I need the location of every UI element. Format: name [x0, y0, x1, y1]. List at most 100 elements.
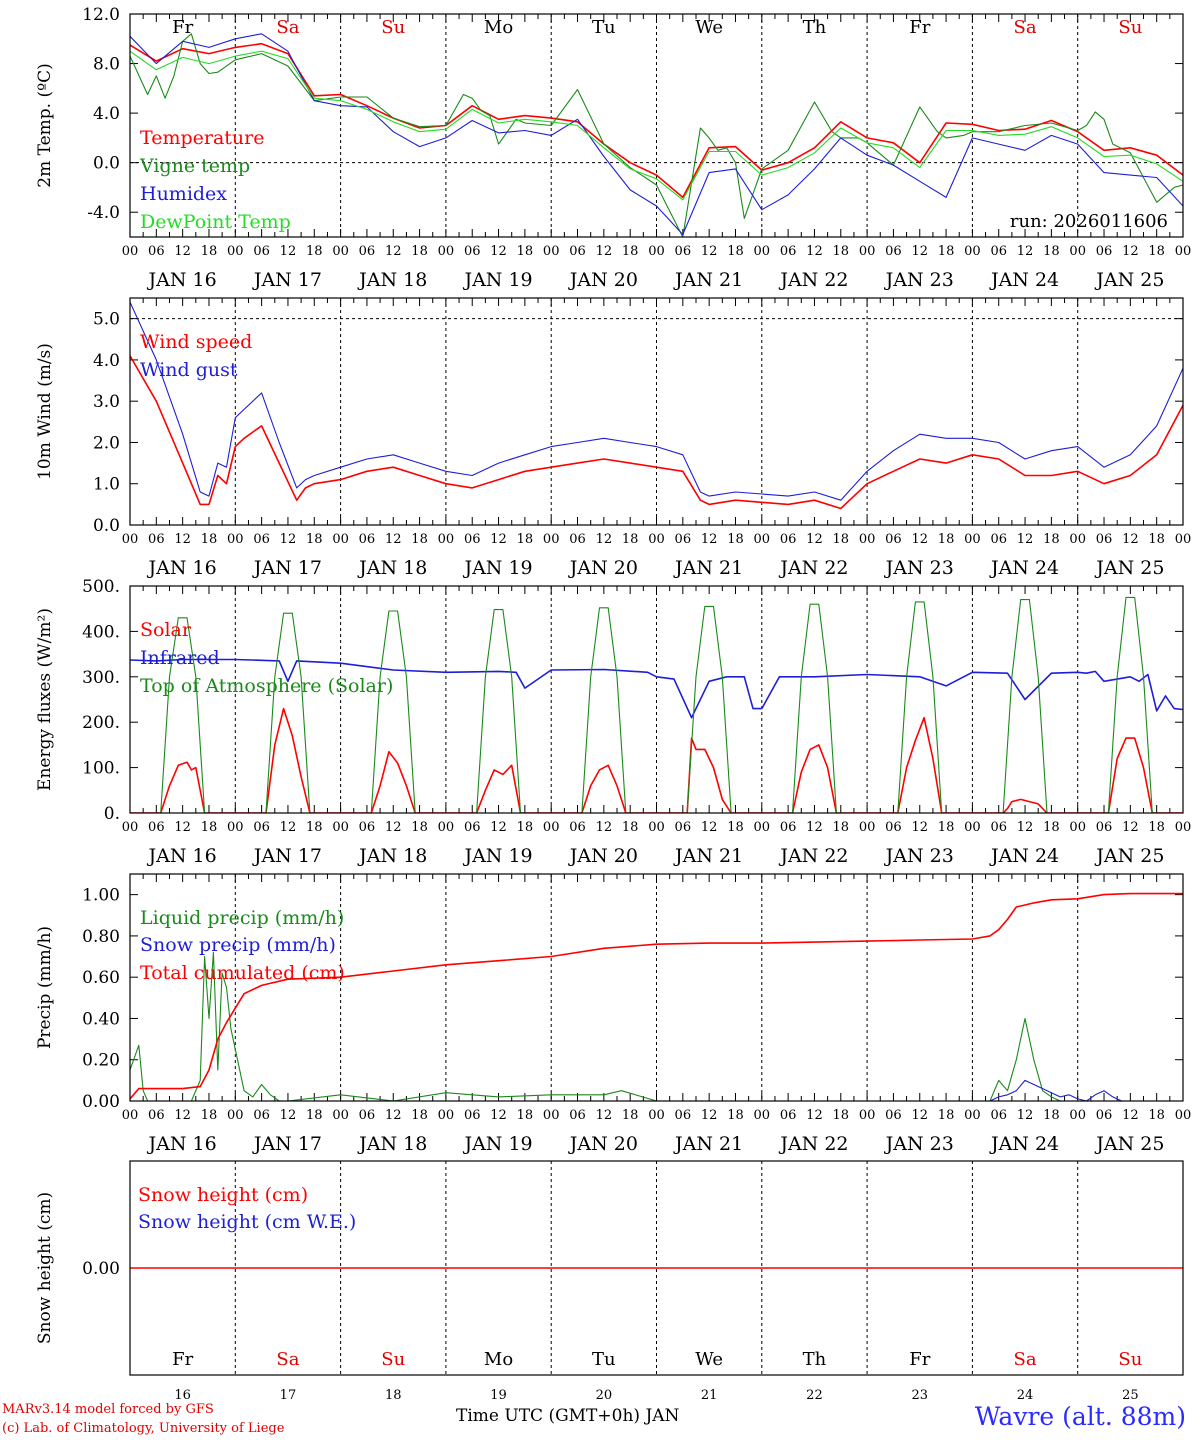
energy-hour-label: 18 [1043, 820, 1060, 835]
wind-panel [129, 297, 1184, 526]
snow-weekday-label: Mo [484, 1349, 513, 1370]
wind-hour-label: 06 [148, 532, 165, 547]
wind-hour-label: 18 [938, 532, 955, 547]
precip-hour-label: 12 [1017, 1108, 1034, 1123]
precip-hour-label: 12 [701, 1108, 718, 1123]
wind-ylabel: 10m Wind (m/s) [35, 343, 55, 480]
energy-series-infrared [130, 658, 1183, 719]
energy-hour-label: 18 [411, 820, 428, 835]
wind-date-label: JAN 19 [462, 557, 532, 579]
precip-hour-label: 18 [622, 1108, 639, 1123]
day-number-label: 18 [385, 1388, 402, 1403]
wind-frame [129, 297, 1184, 526]
temp-date-label: JAN 17 [252, 269, 322, 291]
energy-ytick-label: 500. [82, 577, 120, 597]
precip-hour-label: 00 [648, 1108, 665, 1123]
wind-ytick-label: 2.0 [93, 433, 120, 453]
temp-date-label: JAN 22 [778, 269, 848, 291]
snow-weekday-label: Tu [592, 1349, 616, 1370]
weekday-label: Su [381, 17, 405, 38]
energy-hour-label: 06 [148, 820, 165, 835]
weekday-label: Fr [909, 17, 930, 38]
wind-hour-label: 12 [701, 532, 718, 547]
wind-hour-label: 00 [1175, 532, 1192, 547]
precip-hour-label: 06 [780, 1108, 797, 1123]
wind-legend-entry: Wind speed [140, 331, 252, 353]
temp-ylabel: 2m Temp. (ºC) [35, 63, 55, 188]
energy-date-label: JAN 20 [568, 845, 638, 867]
wind-hour-label: 18 [201, 532, 218, 547]
temp-hour-label: 18 [411, 244, 428, 259]
energy-hour-label: 12 [1017, 820, 1034, 835]
energy-ytick-label: 0. [104, 804, 120, 824]
temp-hour-label: 12 [490, 244, 507, 259]
precip-date-label: JAN 22 [778, 1133, 848, 1155]
temp-hour-label: 00 [1175, 244, 1192, 259]
precip-date-label: JAN 24 [989, 1133, 1059, 1155]
wind-hour-label: 00 [859, 532, 876, 547]
temp-hour-label: 00 [648, 244, 665, 259]
weekday-label: Su [1118, 17, 1142, 38]
energy-hour-label: 18 [1148, 820, 1165, 835]
temp-ytick-label: 0.0 [93, 154, 120, 174]
wind-hour-label: 18 [1148, 532, 1165, 547]
wind-hour-label: 18 [622, 532, 639, 547]
precip-hour-label: 12 [1122, 1108, 1139, 1123]
station-name: Wavre (alt. 88m) [974, 1402, 1186, 1431]
precip-ytick-label: 0.40 [82, 1009, 120, 1029]
wind-hour-label: 06 [990, 532, 1007, 547]
energy-hour-label: 12 [385, 820, 402, 835]
wind-ytick-label: 4.0 [93, 351, 120, 371]
credit-line-2: (c) Lab. of Climatology, University of L… [2, 1421, 285, 1436]
precip-hour-label: 00 [543, 1108, 560, 1123]
precip-hour-label: 18 [201, 1108, 218, 1123]
energy-hour-label: 18 [306, 820, 323, 835]
energy-date-label: JAN 18 [357, 845, 427, 867]
precip-hour-label: 12 [490, 1108, 507, 1123]
energy-hour-label: 12 [280, 820, 297, 835]
precip-hour-label: 18 [1043, 1108, 1060, 1123]
temp-ytick-label: 12.0 [82, 5, 120, 25]
precip-hour-label: 06 [569, 1108, 586, 1123]
precip-hour-label: 18 [1148, 1108, 1165, 1123]
precip-date-label: JAN 20 [568, 1133, 638, 1155]
temp-hour-label: 00 [1069, 244, 1086, 259]
wind-hour-label: 00 [122, 532, 139, 547]
snow-weekday-label: Th [803, 1349, 827, 1370]
temp-legend-entry: DewPoint Temp [140, 211, 291, 233]
temp-date-label: JAN 23 [884, 269, 954, 291]
energy-series-solar [130, 707, 1183, 813]
temp-ytick-label: 8.0 [93, 55, 120, 75]
energy-hour-label: 18 [201, 820, 218, 835]
precip-hour-label: 18 [727, 1108, 744, 1123]
energy-hour-label: 00 [122, 820, 139, 835]
wind-date-label: JAN 24 [989, 557, 1059, 579]
energy-date-label: JAN 21 [673, 845, 743, 867]
wind-date-label: JAN 20 [568, 557, 638, 579]
snow-weekday-label: Fr [172, 1349, 193, 1370]
energy-hour-label: 12 [911, 820, 928, 835]
temp-hour-label: 12 [1122, 244, 1139, 259]
precip-hour-label: 18 [306, 1108, 323, 1123]
day-number-label: 16 [174, 1388, 191, 1403]
wind-hour-label: 00 [332, 532, 349, 547]
energy-date-label: JAN 17 [252, 845, 322, 867]
precip-hour-label: 18 [833, 1108, 850, 1123]
precip-hour-label: 12 [911, 1108, 928, 1123]
precip-hour-label: 12 [385, 1108, 402, 1123]
temp-hour-label: 18 [1043, 244, 1060, 259]
energy-panel [129, 585, 1184, 814]
snow-weekday-label: Sa [1014, 1349, 1037, 1370]
day-number-label: 21 [701, 1388, 718, 1403]
snow-panel [129, 1160, 1184, 1376]
precip-hour-label: 12 [806, 1108, 823, 1123]
temp-series-dewpoint-temp [130, 50, 1183, 201]
weekday-label: We [695, 17, 723, 38]
wind-hour-label: 12 [490, 532, 507, 547]
wind-date-label: JAN 25 [1094, 557, 1164, 579]
wind-hour-label: 00 [543, 532, 560, 547]
energy-hour-label: 00 [754, 820, 771, 835]
energy-hour-label: 00 [648, 820, 665, 835]
precip-hour-label: 00 [1175, 1108, 1192, 1123]
time-axis-label: Time UTC (GMT+0h) JAN [456, 1406, 680, 1426]
